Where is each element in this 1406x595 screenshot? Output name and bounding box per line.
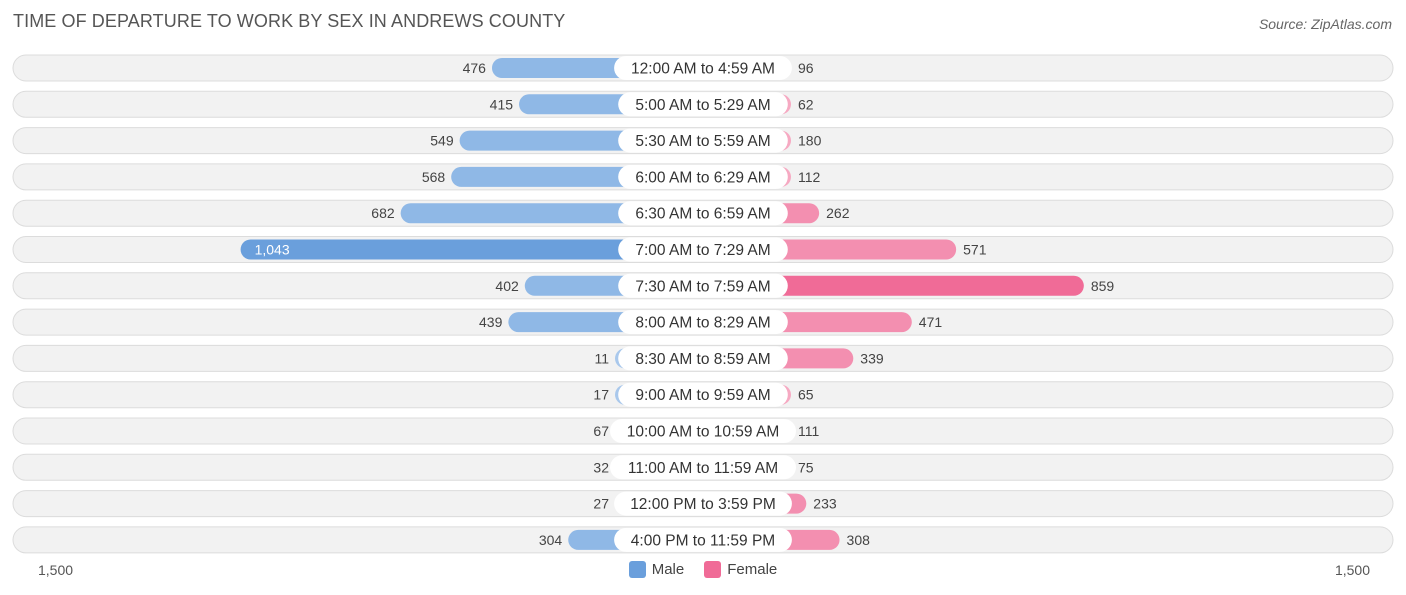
male-value-label: 682 xyxy=(371,205,395,221)
male-value-label: 402 xyxy=(495,278,519,294)
category-label-background xyxy=(610,455,796,480)
male-value-label: 27 xyxy=(593,496,609,512)
category-label: 9:00 AM to 9:59 AM xyxy=(635,387,770,404)
male-swatch-icon xyxy=(628,561,646,578)
male-value-label: 32 xyxy=(593,459,609,475)
category-label-background xyxy=(618,92,788,117)
axis-right-label: 1,500 xyxy=(1334,562,1370,578)
category-label: 7:30 AM to 7:59 AM xyxy=(635,278,770,295)
male-value-label: 17 xyxy=(593,387,609,403)
legend: Male Female xyxy=(0,561,1406,578)
category-label: 7:00 AM to 7:29 AM xyxy=(635,242,770,259)
category-label-background xyxy=(618,273,788,298)
chart-title: TIME OF DEPARTURE TO WORK BY SEX IN ANDR… xyxy=(13,11,566,31)
male-bar[interactable] xyxy=(240,239,703,260)
female-value-label: 62 xyxy=(798,96,814,112)
male-value-label: 439 xyxy=(479,314,503,330)
category-label-background xyxy=(614,56,792,80)
category-label-background xyxy=(618,201,788,226)
legend-female-label: Female xyxy=(727,561,778,578)
category-label: 10:00 AM to 10:59 AM xyxy=(627,424,780,441)
female-value-label: 111 xyxy=(798,423,819,439)
category-label-background xyxy=(614,491,792,516)
female-value-label: 308 xyxy=(847,532,871,548)
female-value-label: 65 xyxy=(798,387,814,403)
female-value-label: 471 xyxy=(919,314,943,330)
category-label-background xyxy=(610,419,796,443)
category-label: 4:00 PM to 11:59 PM xyxy=(631,532,775,549)
female-value-label: 262 xyxy=(826,205,850,221)
legend-item-female[interactable]: Female xyxy=(704,561,777,578)
female-value-label: 339 xyxy=(860,350,884,366)
female-swatch-icon xyxy=(704,561,722,578)
category-label: 12:00 AM to 4:59 AM xyxy=(631,61,775,78)
category-label-background xyxy=(618,237,788,262)
category-label: 8:30 AM to 8:59 AM xyxy=(635,351,770,368)
category-label: 6:00 AM to 6:29 AM xyxy=(635,169,770,186)
female-value-label: 112 xyxy=(798,169,821,185)
category-label-background xyxy=(618,310,788,335)
female-value-label: 233 xyxy=(813,496,837,512)
category-label: 11:00 AM to 11:59 AM xyxy=(628,460,778,477)
male-value-label: 11 xyxy=(594,350,609,366)
female-bar[interactable] xyxy=(703,275,1084,296)
female-value-label: 571 xyxy=(963,242,987,258)
category-label: 5:30 AM to 5:59 AM xyxy=(635,133,770,150)
male-value-label: 549 xyxy=(430,133,454,149)
category-label: 12:00 PM to 3:59 PM xyxy=(630,496,776,513)
category-label: 8:00 AM to 8:29 AM xyxy=(635,315,770,332)
male-value-label: 476 xyxy=(463,60,487,76)
category-label-background xyxy=(614,527,792,552)
category-label-background xyxy=(618,164,788,189)
male-value-label: 304 xyxy=(539,532,563,548)
source-label: Source: ZipAtlas.com xyxy=(1258,16,1392,32)
male-value-label: 67 xyxy=(593,423,609,439)
legend-item-male[interactable]: Male xyxy=(628,561,685,578)
male-value-label: 568 xyxy=(422,169,446,185)
category-label-background xyxy=(618,382,788,407)
legend-male-label: Male xyxy=(651,561,685,578)
female-value-label: 180 xyxy=(798,133,822,149)
category-label: 5:00 AM to 5:29 AM xyxy=(635,97,770,114)
male-value-label: 1,043 xyxy=(255,242,290,258)
category-label-background xyxy=(618,128,788,153)
axis-left-label: 1,500 xyxy=(38,562,74,578)
female-value-label: 75 xyxy=(798,459,814,475)
category-label: 6:30 AM to 6:59 AM xyxy=(635,206,770,223)
category-label-background xyxy=(618,346,788,371)
female-value-label: 96 xyxy=(798,60,814,76)
male-value-label: 415 xyxy=(490,96,514,112)
female-value-label: 859 xyxy=(1091,278,1115,294)
